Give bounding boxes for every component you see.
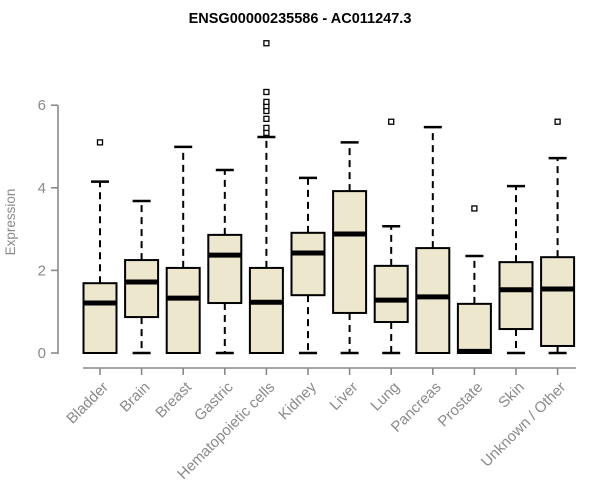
y-tick-label: 0: [38, 345, 46, 362]
category-label: Kidney: [275, 378, 320, 423]
y-axis-label: Expression: [3, 189, 18, 256]
outlier-point: [263, 129, 270, 137]
category-label: Breast: [152, 378, 195, 421]
box-brain: [124, 199, 160, 355]
outlier-point: [263, 107, 270, 115]
iqr-box: [540, 256, 576, 347]
outlier-point: [554, 118, 561, 125]
outlier-point: [263, 115, 270, 122]
iqr-box: [207, 233, 243, 305]
iqr-box: [124, 259, 160, 319]
outlier-point: [263, 88, 270, 96]
y-tick-label: 6: [38, 97, 46, 114]
box-breast: [165, 145, 201, 354]
outlier-point: [388, 118, 395, 125]
iqr-box: [498, 261, 534, 331]
category-label: Bladder: [63, 379, 112, 428]
box-gastric: [207, 168, 243, 355]
category-label: Brain: [117, 379, 154, 416]
box-lung: [373, 118, 409, 355]
category-label: Skin: [495, 379, 528, 412]
category-label: Liver: [326, 379, 361, 414]
iqr-box: [456, 302, 492, 354]
category-label: Prostate: [435, 379, 487, 431]
iqr-box: [165, 266, 201, 354]
iqr-box: [290, 231, 326, 297]
y-tick-label: 2: [38, 262, 46, 279]
box-unknown-other: [540, 118, 576, 355]
iqr-box: [82, 282, 118, 354]
box-prostate: [456, 205, 492, 354]
box-liver: [332, 141, 368, 355]
box-bladder: [82, 139, 118, 354]
box-hematopoietic-cells: [248, 40, 284, 354]
outlier-point: [263, 124, 270, 132]
outlier-point: [96, 139, 104, 146]
iqr-box: [332, 190, 368, 314]
outlier-point: [263, 40, 270, 47]
iqr-box: [248, 266, 284, 354]
category-label: Lung: [367, 379, 403, 415]
outlier-point: [471, 205, 478, 212]
outlier-point: [263, 98, 270, 106]
iqr-box: [373, 264, 409, 324]
box-pancreas: [415, 125, 451, 355]
chart-title: ENSG00000235586 - AC011247.3: [189, 11, 412, 27]
box-skin: [498, 184, 534, 355]
box-kidney: [290, 176, 326, 355]
y-tick-label: 4: [38, 180, 46, 197]
iqr-box: [415, 247, 451, 355]
